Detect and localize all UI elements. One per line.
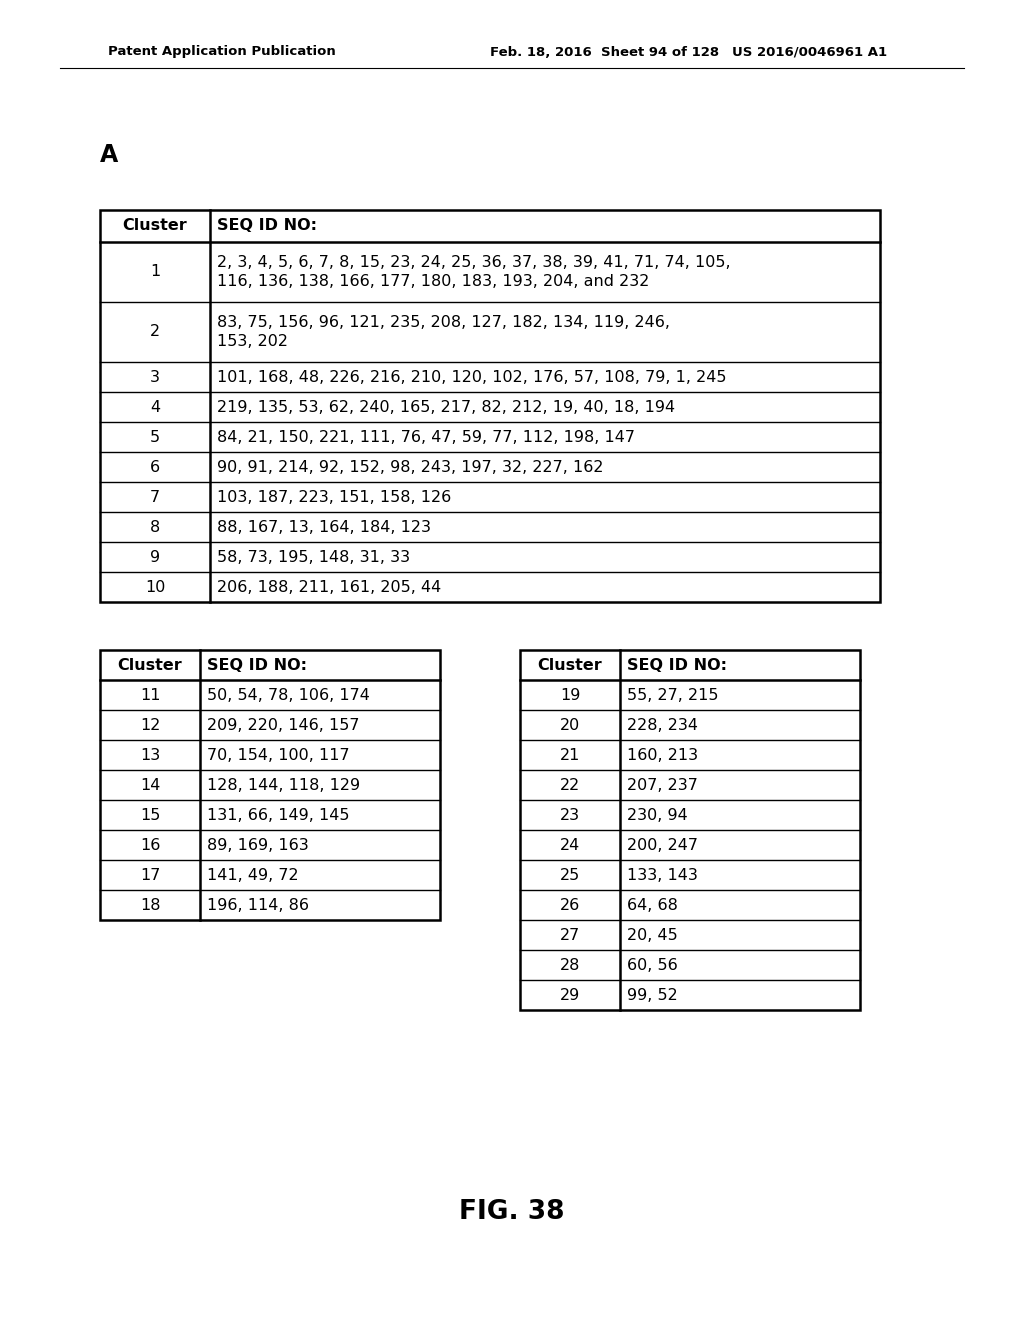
Text: 7: 7 <box>150 490 160 504</box>
Text: 70, 154, 100, 117: 70, 154, 100, 117 <box>207 747 349 763</box>
Text: 12: 12 <box>140 718 160 733</box>
Text: 16: 16 <box>140 837 160 853</box>
Text: 89, 169, 163: 89, 169, 163 <box>207 837 309 853</box>
Text: 20, 45: 20, 45 <box>627 928 678 942</box>
Text: 50, 54, 78, 106, 174: 50, 54, 78, 106, 174 <box>207 688 370 702</box>
Text: FIG. 38: FIG. 38 <box>459 1199 565 1225</box>
Text: Cluster: Cluster <box>123 219 187 234</box>
Text: 11: 11 <box>139 688 160 702</box>
Text: 196, 114, 86: 196, 114, 86 <box>207 898 309 912</box>
Text: US 2016/0046961 A1: US 2016/0046961 A1 <box>732 45 887 58</box>
Text: 3: 3 <box>150 370 160 384</box>
Text: Feb. 18, 2016  Sheet 94 of 128: Feb. 18, 2016 Sheet 94 of 128 <box>490 45 719 58</box>
Bar <box>100 210 880 602</box>
Text: 17: 17 <box>140 867 160 883</box>
Text: 28: 28 <box>560 957 581 973</box>
Text: 2: 2 <box>150 325 160 339</box>
Text: 13: 13 <box>140 747 160 763</box>
Text: 4: 4 <box>150 400 160 414</box>
Text: SEQ ID NO:: SEQ ID NO: <box>217 219 317 234</box>
Text: 60, 56: 60, 56 <box>627 957 678 973</box>
Text: 141, 49, 72: 141, 49, 72 <box>207 867 299 883</box>
Text: 22: 22 <box>560 777 581 792</box>
Text: 26: 26 <box>560 898 581 912</box>
Text: 88, 167, 13, 164, 184, 123: 88, 167, 13, 164, 184, 123 <box>217 520 431 535</box>
Text: 6: 6 <box>150 459 160 474</box>
Text: 8: 8 <box>150 520 160 535</box>
Text: SEQ ID NO:: SEQ ID NO: <box>627 657 727 672</box>
Bar <box>520 649 860 1010</box>
Text: 133, 143: 133, 143 <box>627 867 698 883</box>
Text: 99, 52: 99, 52 <box>627 987 678 1002</box>
Text: 209, 220, 146, 157: 209, 220, 146, 157 <box>207 718 359 733</box>
Text: 219, 135, 53, 62, 240, 165, 217, 82, 212, 19, 40, 18, 194: 219, 135, 53, 62, 240, 165, 217, 82, 212… <box>217 400 675 414</box>
Text: 131, 66, 149, 145: 131, 66, 149, 145 <box>207 808 349 822</box>
Text: 14: 14 <box>140 777 160 792</box>
Text: 29: 29 <box>560 987 581 1002</box>
Text: 128, 144, 118, 129: 128, 144, 118, 129 <box>207 777 360 792</box>
Text: Cluster: Cluster <box>118 657 182 672</box>
Text: 24: 24 <box>560 837 581 853</box>
Text: 83, 75, 156, 96, 121, 235, 208, 127, 182, 134, 119, 246,
153, 202: 83, 75, 156, 96, 121, 235, 208, 127, 182… <box>217 315 670 348</box>
Text: 2, 3, 4, 5, 6, 7, 8, 15, 23, 24, 25, 36, 37, 38, 39, 41, 71, 74, 105,
116, 136, : 2, 3, 4, 5, 6, 7, 8, 15, 23, 24, 25, 36,… <box>217 255 731 289</box>
Text: 207, 237: 207, 237 <box>627 777 698 792</box>
Text: 206, 188, 211, 161, 205, 44: 206, 188, 211, 161, 205, 44 <box>217 579 441 594</box>
Text: 103, 187, 223, 151, 158, 126: 103, 187, 223, 151, 158, 126 <box>217 490 452 504</box>
Text: 200, 247: 200, 247 <box>627 837 698 853</box>
Text: 10: 10 <box>144 579 165 594</box>
Text: Cluster: Cluster <box>538 657 602 672</box>
Text: 20: 20 <box>560 718 581 733</box>
Text: 9: 9 <box>150 549 160 565</box>
Text: A: A <box>100 143 118 168</box>
Text: 58, 73, 195, 148, 31, 33: 58, 73, 195, 148, 31, 33 <box>217 549 411 565</box>
Text: 101, 168, 48, 226, 216, 210, 120, 102, 176, 57, 108, 79, 1, 245: 101, 168, 48, 226, 216, 210, 120, 102, 1… <box>217 370 726 384</box>
Text: 19: 19 <box>560 688 581 702</box>
Text: 18: 18 <box>139 898 160 912</box>
Bar <box>100 649 440 920</box>
Text: 90, 91, 214, 92, 152, 98, 243, 197, 32, 227, 162: 90, 91, 214, 92, 152, 98, 243, 197, 32, … <box>217 459 603 474</box>
Text: 228, 234: 228, 234 <box>627 718 698 733</box>
Text: 5: 5 <box>150 429 160 445</box>
Text: 84, 21, 150, 221, 111, 76, 47, 59, 77, 112, 198, 147: 84, 21, 150, 221, 111, 76, 47, 59, 77, 1… <box>217 429 635 445</box>
Text: 25: 25 <box>560 867 581 883</box>
Text: 23: 23 <box>560 808 580 822</box>
Text: 64, 68: 64, 68 <box>627 898 678 912</box>
Text: 27: 27 <box>560 928 581 942</box>
Text: 55, 27, 215: 55, 27, 215 <box>627 688 719 702</box>
Text: SEQ ID NO:: SEQ ID NO: <box>207 657 307 672</box>
Text: 160, 213: 160, 213 <box>627 747 698 763</box>
Text: 1: 1 <box>150 264 160 280</box>
Text: 230, 94: 230, 94 <box>627 808 688 822</box>
Text: Patent Application Publication: Patent Application Publication <box>108 45 336 58</box>
Text: 15: 15 <box>140 808 160 822</box>
Text: 21: 21 <box>560 747 581 763</box>
